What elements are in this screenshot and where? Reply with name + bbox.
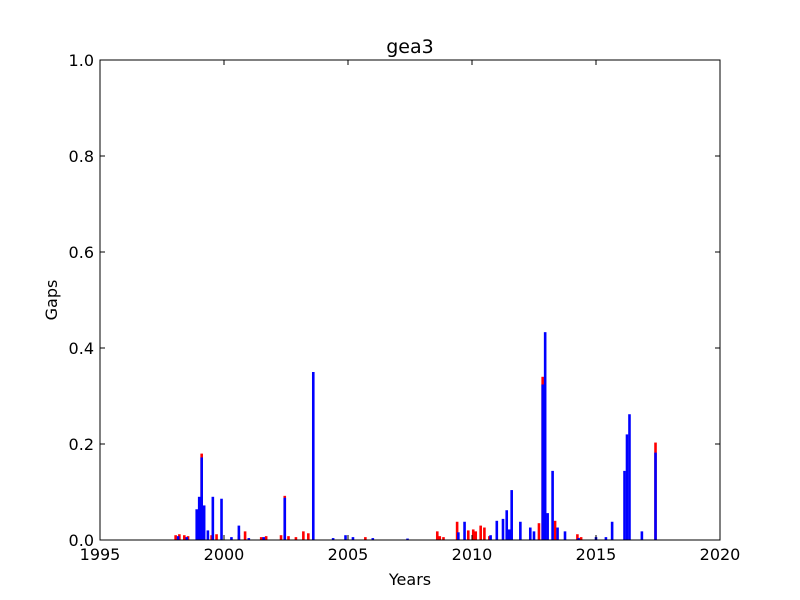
bar-s1-37 [577, 538, 580, 540]
ticks-layer: 1995 2000 2005 2010 2015 2020 0.0 0.2 0.4 0.6 0.8 1… [69, 51, 741, 564]
x-axis-label: Years [388, 570, 431, 589]
bar-s1-28 [519, 521, 522, 540]
y-tick-label-1: 0.2 [69, 435, 94, 454]
bar-s1-27 [510, 490, 513, 540]
bar-s1-6 [206, 530, 210, 540]
y-tick-label-2: 0.4 [69, 339, 94, 358]
x-tick-label-3: 2010 [452, 545, 493, 564]
x-tick-label-0: 1995 [80, 545, 121, 564]
bar-s1-1 [185, 537, 189, 540]
y-tick-label-0: 0.0 [69, 531, 94, 550]
bar-s1-32 [543, 332, 547, 540]
bar-s0-0 [174, 535, 177, 540]
bar-s1-41 [623, 470, 626, 540]
bar-s0-25 [479, 525, 482, 540]
bar-s1-39 [604, 537, 608, 540]
bar-s0-22 [466, 530, 470, 540]
bar-s1-44 [640, 531, 644, 540]
y-axis-label: Gaps [42, 280, 61, 321]
bar-s1-3 [197, 496, 201, 540]
bar-s0-17 [364, 537, 367, 540]
y-tick-label-5: 1.0 [69, 51, 94, 70]
bar-s0-21 [455, 521, 459, 540]
bar-s1-33 [546, 513, 549, 540]
bar-s1-45 [654, 452, 657, 540]
bar-s1-43 [628, 414, 631, 540]
bar-s0-26 [483, 527, 486, 540]
bar-s1-8 [220, 498, 223, 540]
bar-s1-25 [505, 510, 509, 540]
bar-s1-22 [489, 535, 492, 540]
bar-s1-35 [556, 527, 559, 540]
bar-s0-10 [264, 536, 268, 540]
bar-s1-19 [406, 538, 409, 540]
bar-s0-2 [183, 535, 186, 540]
bar-s1-4 [200, 457, 203, 540]
bar-s1-9 [230, 537, 233, 540]
bar-s0-28 [537, 523, 541, 540]
bar-s1-13 [283, 497, 287, 540]
bar-s1-20 [457, 532, 460, 540]
bar-s1-31 [541, 384, 544, 540]
plot-frame [99, 59, 721, 541]
bar-s1-24 [501, 518, 505, 540]
bar-s1-14 [311, 372, 315, 540]
bar-s0-24 [474, 531, 478, 540]
bar-s0-14 [294, 537, 298, 540]
x-tick-label-4: 2015 [576, 545, 617, 564]
bar-s0-23 [471, 529, 475, 540]
bar-s0-11 [279, 535, 283, 540]
bar-s0-18 [435, 531, 439, 540]
bar-s1-21 [463, 521, 466, 540]
bar-s0-30 [553, 520, 557, 540]
bar-s0-20 [442, 537, 445, 540]
bar-s0-6 [215, 534, 218, 540]
bar-s1-0 [176, 536, 180, 540]
bar-s1-2 [195, 509, 199, 540]
bar-s0-16 [307, 533, 310, 540]
bar-s1-29 [528, 527, 532, 540]
bar-s0-31 [576, 534, 579, 540]
bar-s1-5 [202, 505, 206, 540]
x-tick-label-1: 2000 [204, 545, 245, 564]
x-tick-label-2: 2005 [328, 545, 369, 564]
bar-s1-12 [262, 537, 265, 540]
bar-s0-9 [259, 537, 263, 540]
bar-s1-40 [610, 521, 614, 540]
bar-s1-42 [625, 434, 629, 540]
y-tick-label-3: 0.6 [69, 243, 94, 262]
bar-s1-10 [237, 525, 241, 540]
x-tick-label-5: 2020 [700, 545, 741, 564]
bar-s1-36 [563, 531, 567, 540]
bar-s1-16 [344, 535, 347, 540]
bar-s0-8 [243, 531, 247, 540]
bar-s1-18 [371, 538, 375, 540]
bars-layer [174, 332, 657, 540]
bar-s1-30 [532, 531, 536, 540]
bar-s1-17 [351, 537, 355, 540]
bar-s0-13 [287, 536, 290, 540]
bar-s0-32 [579, 537, 583, 540]
bar-s1-7 [211, 496, 215, 540]
y-tick-label-4: 0.8 [69, 147, 94, 166]
bar-s1-26 [507, 529, 511, 540]
bar-s1-34 [551, 470, 554, 540]
chart-title: gea3 [386, 36, 433, 58]
bar-s1-15 [331, 538, 335, 540]
bar-s1-23 [495, 520, 499, 540]
bar-s1-11 [247, 538, 251, 540]
bar-s0-15 [302, 531, 305, 540]
bar-s0-19 [438, 536, 442, 540]
